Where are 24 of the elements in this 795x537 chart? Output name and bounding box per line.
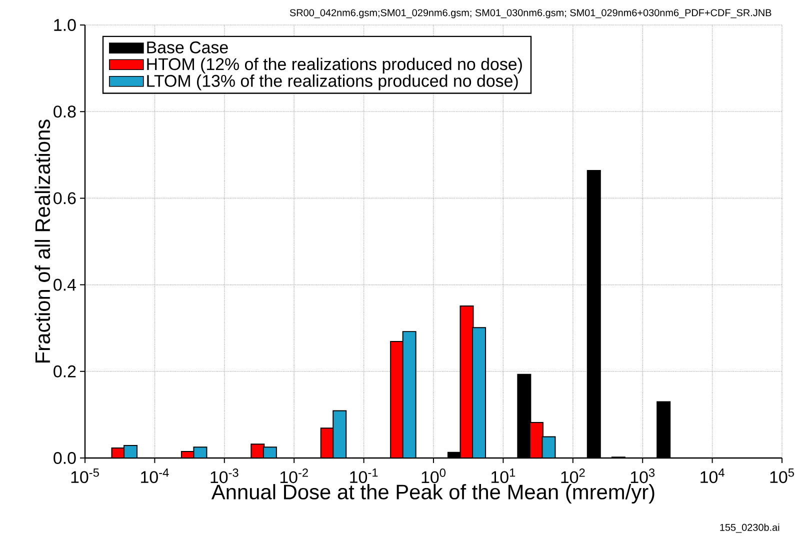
y-tick-label: 0.4 <box>54 278 76 291</box>
x-tick-label: 10$^{-5}$ <box>71 468 99 484</box>
x-tick-label: 10$^{-1}$ <box>350 468 378 484</box>
y-tick-label: 0.8 <box>54 106 76 118</box>
x-tick-label: 10$^{2}$ <box>561 468 585 484</box>
x-tick-label: 10$^{1}$ <box>492 468 516 484</box>
legend-label: LTOM (13% of the realizations produced no dose) <box>147 74 518 90</box>
y-tick-label: 0.0 <box>54 452 76 464</box>
y-tick-label: 1.0 <box>54 18 76 31</box>
x-tick-label: 10$^{0}$ <box>422 468 446 484</box>
x-tick-label: 10$^{-4}$ <box>141 468 169 484</box>
legend-label: HTOM (12% of the realizations produced no dose) <box>147 58 522 74</box>
y-tick-label: 0.6 <box>54 192 76 204</box>
x-tick-label: 10$^{-2}$ <box>280 468 308 484</box>
text: 155_0230b.ai <box>720 524 780 533</box>
x-axis-title: Annual Dose at the Peak of the Mean (mrem/yr) <box>211 484 654 504</box>
x-tick-label: 10$^{4}$ <box>700 468 724 484</box>
text: SR00_042nm6.gsm;SM01_029nm6.gsm; SM01_030nm6.gsm; SM01_029nm6+030nm6_PDF+CDF_SR.JNB <box>290 9 772 18</box>
legend-label: Base Case <box>147 41 228 54</box>
y-tick-label: 0.2 <box>54 365 76 378</box>
x-tick-label: 10$^{5}$ <box>770 468 794 484</box>
x-tick-label: 10$^{-3}$ <box>210 468 238 484</box>
x-tick-label: 10$^{3}$ <box>630 468 655 484</box>
y-axis-title: Fraction of all Realizations <box>34 120 50 362</box>
